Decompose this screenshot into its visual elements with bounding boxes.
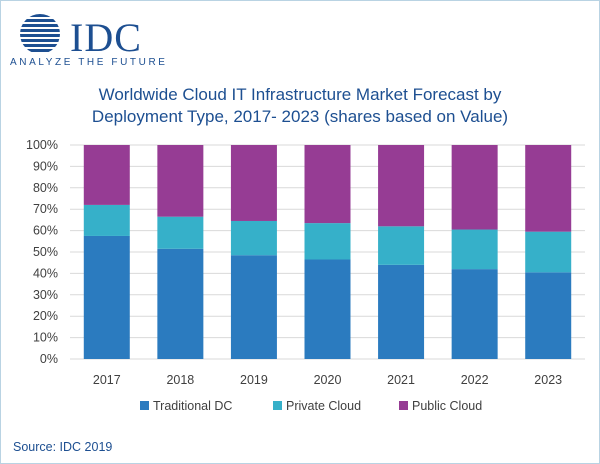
bar-public-cloud <box>157 145 204 217</box>
y-tick-label: 10% <box>33 331 58 345</box>
chart-title: Worldwide Cloud IT Infrastructure Market… <box>0 84 600 128</box>
bar-private-cloud <box>83 204 130 236</box>
legend-swatch <box>140 401 149 410</box>
y-tick-label: 90% <box>33 159 58 173</box>
bar-public-cloud <box>83 145 130 205</box>
bar-public-cloud <box>304 145 351 224</box>
stacked-bar-chart: 0% 10% 20% 30% 40% 50% 60% 70% 80% 90% 100% 2017 201… <box>26 138 585 413</box>
x-tick-label: 2021 <box>387 373 415 387</box>
brand-name: IDC <box>70 15 142 60</box>
idc-logo <box>10 12 170 72</box>
bar-private-cloud <box>157 216 204 249</box>
bar-traditional-dc <box>304 259 351 359</box>
bar-private-cloud <box>525 231 572 273</box>
bar-public-cloud <box>451 145 498 230</box>
bar-public-cloud <box>378 145 425 227</box>
bar-private-cloud <box>378 226 425 265</box>
chart-title-line-1: Worldwide Cloud IT Infrastructure Market… <box>98 85 502 104</box>
bar-traditional-dc <box>525 272 572 359</box>
bar-public-cloud <box>525 145 572 232</box>
x-tick-label: 2019 <box>240 373 268 387</box>
y-tick-label: 30% <box>33 288 58 302</box>
y-tick-label: 70% <box>33 202 58 216</box>
x-tick-label: 2017 <box>93 373 121 387</box>
legend-swatch <box>399 401 408 410</box>
bar-private-cloud <box>304 223 351 260</box>
brand-tagline: ANALYZE THE FUTURE <box>10 57 168 68</box>
globe-icon <box>20 14 60 52</box>
bar-traditional-dc <box>83 235 130 359</box>
y-tick-label: 40% <box>33 266 58 280</box>
x-tick-label: 2023 <box>534 373 562 387</box>
bar-traditional-dc <box>378 264 425 359</box>
bar-private-cloud <box>230 220 277 256</box>
y-tick-label: 0% <box>40 352 58 366</box>
bar-traditional-dc <box>230 255 277 359</box>
y-tick-label: 20% <box>33 309 58 323</box>
chart-title-line-2: Deployment Type, 2017- 2023 (shares base… <box>91 107 509 126</box>
x-tick-label: 2020 <box>314 373 342 387</box>
source-note: Source: IDC 2019 <box>13 440 113 454</box>
x-tick-label: 2018 <box>166 373 194 387</box>
y-tick-label: 50% <box>33 245 58 259</box>
bar-traditional-dc <box>157 248 204 359</box>
bar-public-cloud <box>230 145 277 221</box>
legend-label: Private Cloud <box>286 399 361 413</box>
legend-label: Traditional DC <box>153 399 232 413</box>
bar-private-cloud <box>451 229 498 270</box>
y-tick-label: 100% <box>26 138 58 152</box>
legend-swatch <box>273 401 282 410</box>
x-tick-label: 2022 <box>461 373 489 387</box>
legend-label: Public Cloud <box>412 399 482 413</box>
y-tick-label: 80% <box>33 181 58 195</box>
bar-traditional-dc <box>451 269 498 359</box>
y-tick-label: 60% <box>33 224 58 238</box>
